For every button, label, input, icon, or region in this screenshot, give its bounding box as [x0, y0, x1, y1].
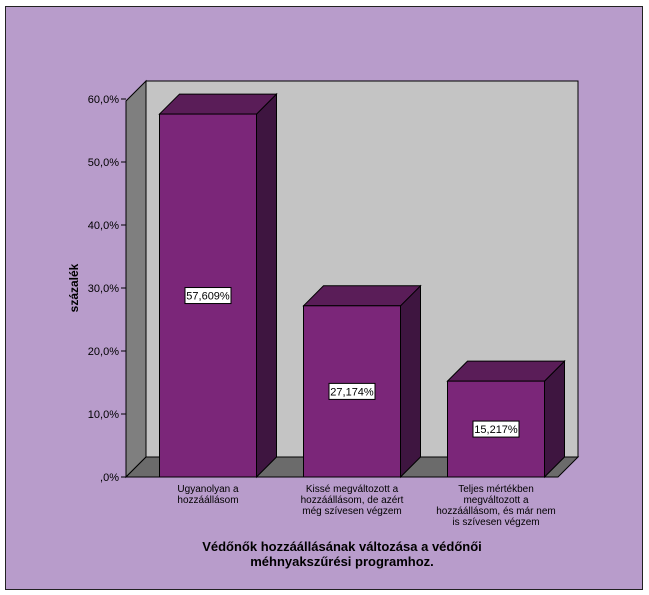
data-label: 27,174% [330, 386, 374, 398]
data-label: 15,217% [474, 424, 518, 436]
x-tick-label: Ugyanolyan a [177, 484, 239, 495]
x-tick-label: hozzáállásom, de azért [301, 495, 404, 506]
x-tick-label: hozzáállásom [177, 495, 238, 506]
y-axis-title: százalék [67, 263, 81, 312]
x-tick-label: megváltozott a [463, 495, 528, 506]
y-tick-label: 50,0% [88, 157, 119, 169]
y-tick-label: 20,0% [88, 346, 119, 358]
plot-left-wall [125, 79, 147, 479]
x-tick-label: hozzáállásom, és már nem [436, 506, 556, 517]
x-axis-title: méhnyakszűrési programhoz. [250, 554, 434, 569]
data-label-box [328, 382, 376, 400]
y-tick-label: 40,0% [88, 220, 119, 232]
bar-top [302, 285, 422, 307]
y-tick-label: 60,0% [88, 94, 119, 106]
bar-group: 15,217% [446, 359, 566, 479]
x-tick-label: Teljes mértékben [458, 484, 534, 495]
x-axis-title: Védőnők hozzáállásának változása a védőn… [202, 539, 482, 554]
y-tick-label: 10,0% [88, 409, 119, 421]
x-tick-label: is szívesen végzem [452, 517, 539, 528]
bar-group: 57,609% [158, 92, 278, 479]
x-tick-label: még szívesen végzem [302, 506, 402, 517]
bar-side [256, 92, 277, 479]
bar-top [446, 360, 566, 382]
x-tick-label: Kissé megváltozott a [306, 484, 399, 495]
data-label: 57,609% [186, 291, 230, 303]
bar-side [400, 284, 421, 479]
y-tick-label: 30,0% [88, 283, 119, 295]
bar-group: 27,174% [302, 284, 422, 479]
data-label-box [184, 287, 232, 305]
data-label-box [472, 420, 520, 438]
bar-top [158, 93, 278, 115]
y-tick-label: ,0% [100, 472, 119, 484]
